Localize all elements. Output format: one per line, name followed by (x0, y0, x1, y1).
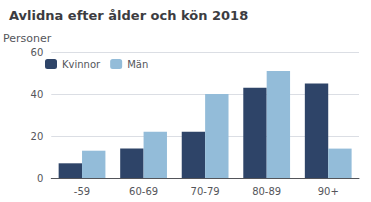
svg-text:80-89: 80-89 (252, 186, 281, 197)
svg-text:Personer: Personer (3, 32, 52, 45)
svg-text:60: 60 (31, 47, 44, 58)
svg-text:90+: 90+ (318, 186, 339, 197)
svg-text:Män: Män (127, 59, 148, 70)
svg-text:-59: -59 (74, 186, 90, 197)
svg-text:0: 0 (37, 173, 43, 184)
svg-text:Kvinnor: Kvinnor (62, 59, 101, 70)
svg-text:40: 40 (31, 89, 44, 100)
svg-text:Avlidna efter ålder och kön 20: Avlidna efter ålder och kön 2018 (9, 8, 248, 23)
svg-text:60-69: 60-69 (129, 186, 158, 197)
svg-text:20: 20 (31, 131, 44, 142)
svg-text:70-79: 70-79 (191, 186, 220, 197)
